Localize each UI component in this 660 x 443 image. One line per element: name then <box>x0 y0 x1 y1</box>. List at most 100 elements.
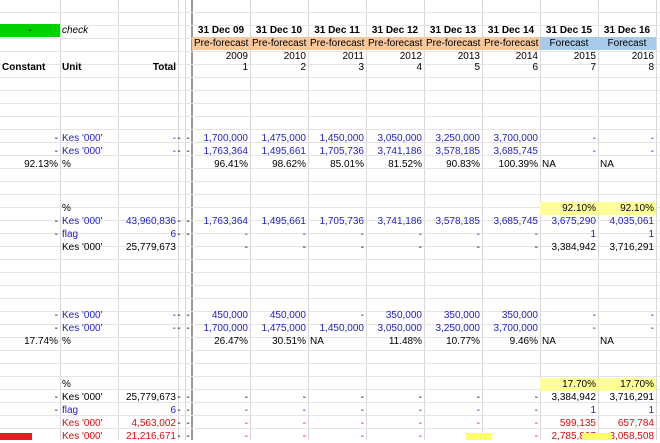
value-cell[interactable]: 350,000 <box>501 310 538 321</box>
value-cell[interactable]: 2,785,807 <box>551 431 597 442</box>
value-cell[interactable]: NA <box>310 336 324 347</box>
value-cell[interactable]: - <box>592 146 596 157</box>
value-cell[interactable] <box>424 202 482 215</box>
total-cell[interactable]: 25,779,673 <box>125 242 176 253</box>
phase-header[interactable]: Forecast <box>598 37 656 50</box>
sheet-tab[interactable] <box>582 433 612 440</box>
value-cell[interactable]: - <box>418 418 422 429</box>
year-header[interactable]: 2014 <box>515 51 538 62</box>
value-cell[interactable]: - <box>244 405 248 416</box>
year-header[interactable]: 2009 <box>225 51 248 62</box>
value-cell[interactable]: 3,050,000 <box>377 323 423 334</box>
total-cell[interactable] <box>118 378 178 391</box>
value-cell[interactable]: 350,000 <box>385 310 422 321</box>
constant-cell[interactable]: - <box>54 310 58 321</box>
phase-header[interactable]: Pre-forecast <box>424 37 482 50</box>
total-cell[interactable]: 43,960,836 <box>125 216 176 227</box>
value-cell[interactable]: - <box>360 242 364 253</box>
phase-header[interactable]: Forecast <box>540 37 598 50</box>
value-cell[interactable]: NA <box>542 336 556 347</box>
check-indicator[interactable]: - <box>0 24 60 37</box>
value-cell[interactable]: - <box>418 431 422 442</box>
value-cell[interactable]: 3,578,185 <box>435 216 481 227</box>
value-cell[interactable]: - <box>418 405 422 416</box>
date-header[interactable]: 31 Dec 10 <box>255 25 303 36</box>
unit-cell[interactable]: Kes '000' <box>62 431 103 442</box>
value-cell[interactable]: - <box>650 323 654 334</box>
value-cell[interactable]: 1,450,000 <box>319 323 365 334</box>
value-cell[interactable]: - <box>244 431 248 442</box>
value-cell[interactable]: 100.39% <box>498 159 538 170</box>
value-cell[interactable]: - <box>476 392 480 403</box>
period-index[interactable]: 2 <box>300 62 306 73</box>
value-cell[interactable] <box>192 202 250 215</box>
unit-cell[interactable]: Kes '000' <box>62 242 103 253</box>
value-cell[interactable]: - <box>650 146 654 157</box>
value-cell[interactable] <box>366 202 424 215</box>
value-cell[interactable]: 3,741,186 <box>377 216 423 227</box>
total-cell[interactable] <box>118 335 178 348</box>
value-cell[interactable]: 81.52% <box>388 159 422 170</box>
date-header[interactable]: 31 Dec 16 <box>603 25 651 36</box>
constant-cell[interactable]: - <box>54 133 58 144</box>
value-cell[interactable]: - <box>302 418 306 429</box>
value-cell[interactable]: - <box>534 229 538 240</box>
value-cell[interactable]: NA <box>600 336 614 347</box>
value-cell[interactable] <box>366 378 424 391</box>
constant-cell[interactable]: 17.74% <box>24 336 58 347</box>
value-cell[interactable]: - <box>244 242 248 253</box>
constant-cell[interactable]: 92.13% <box>24 159 58 170</box>
value-cell[interactable]: - <box>534 405 538 416</box>
unit-cell[interactable]: % <box>62 203 71 214</box>
value-cell[interactable]: 3,716,291 <box>609 242 655 253</box>
unit-cell[interactable]: flag <box>62 405 79 416</box>
value-cell[interactable]: 96.41% <box>214 159 248 170</box>
total-cell[interactable]: 21,216,671 <box>125 431 176 442</box>
value-cell[interactable]: NA <box>600 159 614 170</box>
period-index[interactable]: 8 <box>648 62 654 73</box>
value-cell[interactable]: 1,450,000 <box>319 133 365 144</box>
year-header[interactable]: 2011 <box>342 51 364 62</box>
value-cell[interactable]: 1,495,661 <box>261 216 307 227</box>
value-cell[interactable]: 85.01% <box>330 159 364 170</box>
unit-cell[interactable]: Kes '000' <box>62 418 103 429</box>
value-cell[interactable]: 3,384,942 <box>551 242 597 253</box>
value-cell[interactable]: 1 <box>648 229 654 240</box>
constant-cell[interactable] <box>0 417 60 430</box>
value-cell[interactable]: 1,705,736 <box>319 216 365 227</box>
value-cell[interactable]: 1,495,661 <box>261 146 307 157</box>
constant-cell[interactable] <box>0 378 60 391</box>
value-cell[interactable]: - <box>534 418 538 429</box>
unit-cell[interactable]: Kes '000' <box>62 216 103 227</box>
unit-cell[interactable]: % <box>62 379 71 390</box>
value-cell[interactable] <box>308 378 366 391</box>
year-header[interactable]: 2013 <box>457 51 480 62</box>
value-cell[interactable]: 26.47% <box>214 336 248 347</box>
value-cell[interactable]: - <box>592 133 596 144</box>
value-cell[interactable] <box>250 202 308 215</box>
unit-cell[interactable]: Kes '000' <box>62 392 103 403</box>
value-cell[interactable]: 3,700,000 <box>493 133 539 144</box>
value-cell[interactable]: - <box>360 392 364 403</box>
value-cell[interactable]: - <box>418 392 422 403</box>
value-cell[interactable]: 11.48% <box>388 336 422 347</box>
value-cell[interactable]: 3,700,000 <box>493 323 539 334</box>
value-cell[interactable]: 3,685,745 <box>493 216 539 227</box>
value-cell[interactable] <box>424 378 482 391</box>
sheet-tab[interactable] <box>0 433 32 440</box>
value-cell[interactable]: NA <box>542 159 556 170</box>
value-cell[interactable]: 90.83% <box>446 159 480 170</box>
total-cell[interactable]: - <box>172 146 176 157</box>
unit-cell[interactable]: Kes '000' <box>62 133 103 144</box>
date-header[interactable]: 31 Dec 11 <box>314 25 360 36</box>
value-cell[interactable]: 3,050,000 <box>377 133 423 144</box>
value-cell[interactable] <box>250 378 308 391</box>
phase-header[interactable]: Pre-forecast <box>192 37 250 50</box>
value-cell[interactable]: - <box>360 405 364 416</box>
value-cell[interactable]: - <box>360 310 364 321</box>
unit-cell[interactable]: Kes '000' <box>62 323 103 334</box>
sheet-tab[interactable] <box>466 433 492 440</box>
phase-header[interactable]: Pre-forecast <box>308 37 366 50</box>
value-cell[interactable]: 1,475,000 <box>261 133 307 144</box>
period-index[interactable]: 1 <box>242 62 248 73</box>
